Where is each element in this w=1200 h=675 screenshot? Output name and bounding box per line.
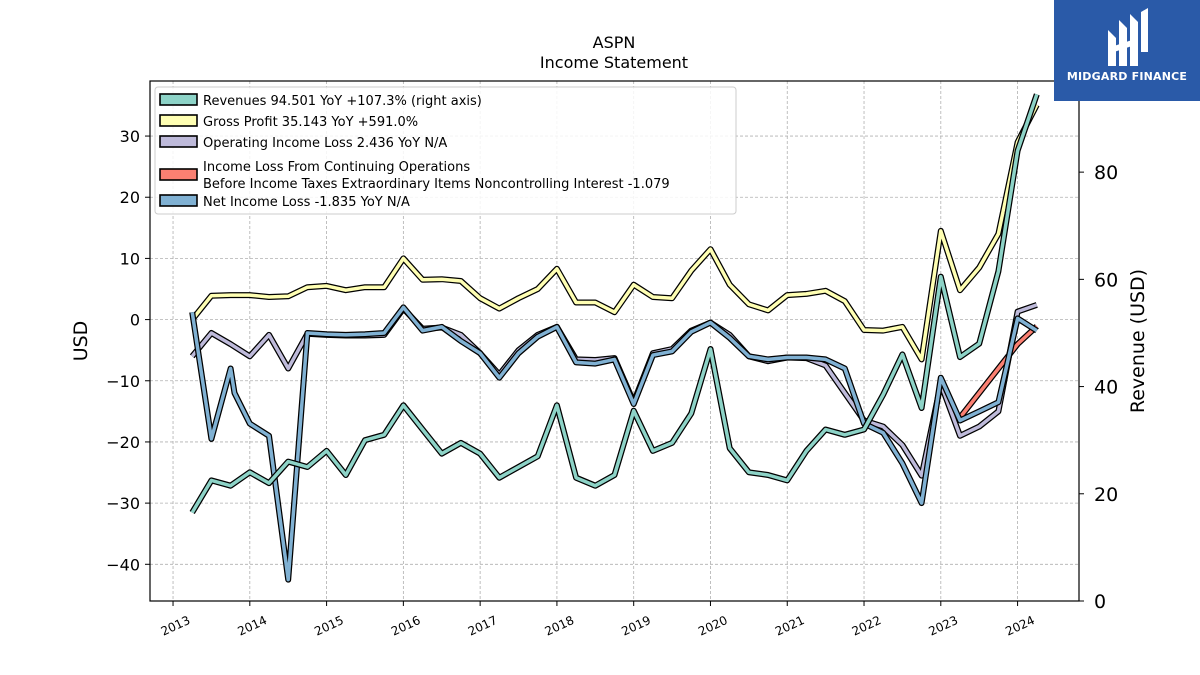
series-gross-profit bbox=[189, 103, 1040, 363]
y-right-tick-label: 0 bbox=[1094, 591, 1106, 613]
y-tick-label: −40 bbox=[106, 555, 140, 574]
legend-swatch bbox=[159, 194, 198, 207]
series-line bbox=[190, 104, 1039, 362]
y-axis-label-left: USD bbox=[70, 321, 92, 362]
x-tick-label: 2019 bbox=[619, 613, 653, 639]
legend-label: Net Income Loss -1.835 YoY N/A bbox=[203, 195, 410, 210]
series-line bbox=[190, 303, 1038, 478]
legend-swatch bbox=[159, 168, 198, 181]
series-income-loss-from-continuing-operations-b bbox=[957, 324, 1039, 420]
y-right-tick-label: 40 bbox=[1094, 377, 1118, 399]
legend-item: Net Income Loss -1.835 YoY N/A bbox=[159, 194, 410, 210]
y-right-tick-label: 60 bbox=[1094, 269, 1118, 291]
legend-label: Income Loss From Continuing Operations bbox=[203, 160, 470, 175]
x-tick-label: 2024 bbox=[1003, 613, 1037, 639]
midgard-logo-icon bbox=[1108, 8, 1148, 66]
y-tick-label: −20 bbox=[106, 433, 140, 452]
series-lines bbox=[189, 93, 1040, 583]
x-tick-label: 2022 bbox=[850, 613, 884, 639]
series-outline bbox=[189, 302, 1038, 479]
x-tick-label: 2021 bbox=[773, 613, 807, 639]
brand-name: MIDGARD FINANCE bbox=[1066, 70, 1188, 83]
legend-box bbox=[154, 86, 737, 215]
legend-item: Operating Income Loss 2.436 YoY N/A bbox=[159, 135, 447, 151]
legend-label: Operating Income Loss 2.436 YoY N/A bbox=[203, 136, 447, 151]
series-line bbox=[190, 305, 1038, 582]
y-tick-label: −30 bbox=[106, 494, 140, 513]
series-net-income-loss bbox=[189, 304, 1039, 583]
y-right-tick-label: 20 bbox=[1094, 484, 1118, 506]
legend-swatch bbox=[159, 114, 198, 127]
y-axis-label-right: Revenue (USD) bbox=[1127, 269, 1149, 413]
legend-item: Income Loss From Continuing Operations Be… bbox=[159, 160, 670, 192]
x-tick-label: 2014 bbox=[235, 613, 269, 639]
legend-item: Revenues 94.501 YoY +107.3% (right axis) bbox=[159, 93, 482, 109]
y-tick-label: 0 bbox=[130, 311, 140, 330]
x-tick-label: 2017 bbox=[466, 613, 500, 639]
midgard-finance-logo: MIDGARD FINANCE bbox=[1054, 0, 1200, 101]
x-tick-label: 2020 bbox=[696, 613, 730, 639]
legend-label: Revenues 94.501 YoY +107.3% (right axis) bbox=[203, 94, 482, 109]
x-tick-label: 2015 bbox=[312, 613, 346, 639]
chart-title: ASPN bbox=[593, 33, 636, 52]
series-outline bbox=[189, 304, 1039, 583]
legend: Revenues 94.501 YoY +107.3% (right axis)… bbox=[154, 86, 737, 215]
x-tick-label: 2023 bbox=[926, 613, 960, 639]
legend-label: Gross Profit 35.143 YoY +591.0% bbox=[203, 115, 418, 130]
x-axis: 2013 2014 2015 2016 2017 2018 2019 2020 2021 2022… bbox=[159, 601, 1037, 639]
x-tick-label: 2018 bbox=[543, 613, 577, 639]
x-tick-label: 2013 bbox=[159, 613, 193, 639]
chart-subtitle: Income Statement bbox=[540, 53, 688, 72]
y-tick-label: 30 bbox=[120, 127, 140, 146]
legend-swatch bbox=[159, 93, 198, 106]
series-line bbox=[190, 93, 1039, 514]
legend-label: Before Income Taxes Extraordinary Items … bbox=[203, 177, 670, 192]
series-revenues bbox=[189, 93, 1040, 515]
y-tick-label: −10 bbox=[106, 372, 140, 391]
y-right-tick-label: 80 bbox=[1094, 162, 1118, 184]
y-axis-left: −40 −30 −20 −10 0 10 20 30 bbox=[106, 127, 150, 574]
y-tick-label: 20 bbox=[120, 188, 140, 207]
x-tick-label: 2016 bbox=[389, 613, 423, 639]
series-line bbox=[958, 325, 1038, 419]
y-tick-label: 10 bbox=[120, 249, 140, 268]
legend-swatch bbox=[159, 135, 198, 148]
plot-frame bbox=[149, 80, 1080, 602]
y-axis-right: 0 20 40 60 80 bbox=[1079, 162, 1118, 613]
series-operating-income-loss bbox=[189, 302, 1038, 479]
legend-item: Gross Profit 35.143 YoY +591.0% bbox=[159, 114, 418, 130]
